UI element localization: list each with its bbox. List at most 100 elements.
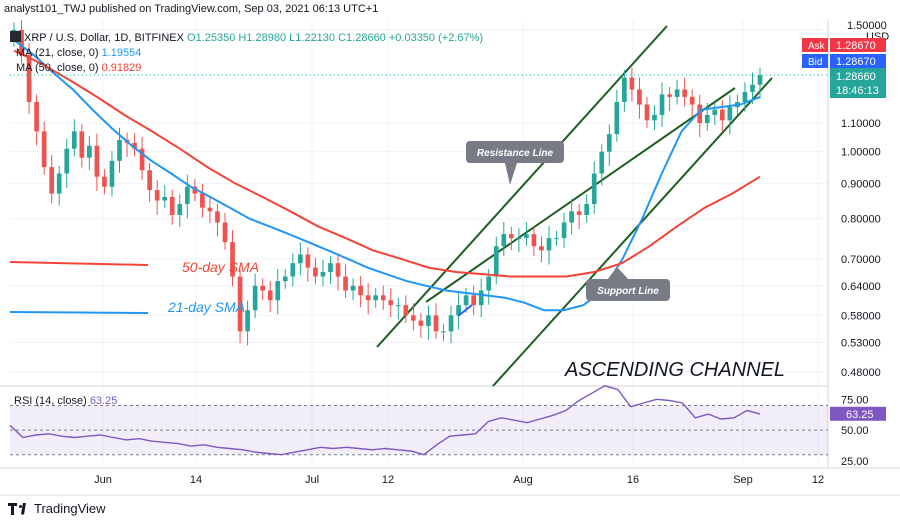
candle xyxy=(727,95,733,135)
candle-body xyxy=(524,234,529,239)
rsi-line xyxy=(9,385,761,456)
candle xyxy=(245,300,250,346)
candle xyxy=(411,303,416,331)
candle-body xyxy=(637,89,642,105)
candle xyxy=(750,72,755,104)
candle-body xyxy=(252,285,258,311)
candle xyxy=(373,287,379,308)
legend-value: 0.91829 xyxy=(102,62,142,74)
candle-body xyxy=(49,167,55,194)
legend-value: XRP / U.S. Dollar, 1D, BITFINEX xyxy=(24,32,187,44)
candle-body xyxy=(591,173,597,205)
time-tick-label: 14 xyxy=(190,474,202,486)
candle-body xyxy=(614,101,620,135)
legend-value: L1.22130 xyxy=(289,32,338,44)
candle xyxy=(448,305,454,344)
candle-body xyxy=(388,300,394,306)
legend-value: 1.19554 xyxy=(102,47,142,59)
candle-body xyxy=(433,315,439,332)
sma21-marker-line xyxy=(9,311,149,314)
candle-body xyxy=(411,315,416,321)
channel-middle-line xyxy=(425,87,736,303)
candle xyxy=(403,295,409,323)
candle-body xyxy=(335,263,341,277)
candle-body xyxy=(644,104,650,121)
candle xyxy=(576,203,582,230)
candle-body xyxy=(697,104,703,124)
candle xyxy=(41,121,47,175)
candle xyxy=(102,169,107,195)
last-price-tag[interactable] xyxy=(830,68,886,98)
candle-body xyxy=(742,91,748,102)
time-tick-label: 12 xyxy=(812,474,824,486)
candle-body xyxy=(493,246,499,277)
candle-body xyxy=(343,276,348,291)
candle xyxy=(275,269,281,315)
rsi-value-tag-label: 63.25 xyxy=(846,409,874,421)
candle xyxy=(200,183,205,218)
candle xyxy=(320,259,326,287)
candle-body xyxy=(275,281,281,301)
candle-body xyxy=(373,295,379,301)
candle-body xyxy=(569,211,574,223)
candle xyxy=(554,230,559,246)
candle-body xyxy=(320,272,326,277)
price-axis[interactable]: 1.10000 1.00000 0.90000 0.80000 0.70000 0.640… xyxy=(10,20,889,379)
candle xyxy=(388,288,394,318)
candle-body xyxy=(245,310,250,332)
sma21-label: 21-day SMA xyxy=(167,299,245,315)
candle-body xyxy=(305,254,311,268)
support-callout-pointer xyxy=(607,267,629,280)
candle-body xyxy=(403,305,409,316)
candle-body xyxy=(561,222,567,239)
candle-body xyxy=(215,211,220,223)
candle-body xyxy=(282,276,288,282)
candle-body xyxy=(629,77,635,90)
candle-body xyxy=(94,145,100,177)
legend-value: H1.28980 xyxy=(238,32,289,44)
candle xyxy=(546,226,552,265)
candle xyxy=(501,222,507,257)
candle xyxy=(305,247,311,282)
bid-tag[interactable] xyxy=(802,54,828,68)
candle xyxy=(599,144,605,186)
candle-body xyxy=(169,196,175,215)
legend-ma50-row: MA (50, close, 0) 0.91829 xyxy=(16,62,141,74)
candle-body xyxy=(64,148,70,174)
candle-body xyxy=(652,114,657,121)
time-tick-label: Jul xyxy=(305,474,319,486)
candle-body xyxy=(313,267,318,277)
time-tick-label: Sep xyxy=(733,474,753,486)
candle-body xyxy=(727,107,733,121)
main-pane-bg xyxy=(0,20,828,385)
candle-body xyxy=(192,186,198,194)
candle-body xyxy=(34,101,39,132)
candle-body xyxy=(79,131,85,158)
time-tick-label: Aug xyxy=(513,474,533,486)
candle xyxy=(667,86,672,112)
rsi-value-tag[interactable] xyxy=(830,406,886,421)
ask-tag[interactable] xyxy=(802,38,828,52)
bid-value-tag[interactable] xyxy=(830,54,886,68)
tradingview-brand[interactable]: TradingView xyxy=(8,501,106,516)
candle xyxy=(260,278,266,301)
candle-body xyxy=(237,276,243,332)
rsi-tick-label: 75.00 xyxy=(841,394,869,406)
candle xyxy=(132,133,137,157)
candle xyxy=(471,285,476,315)
time-axis[interactable]: Jun 14 Jul 12 Aug 16 Sep 12 xyxy=(0,474,900,496)
candle xyxy=(682,77,687,107)
ask-value-tag[interactable] xyxy=(830,38,886,52)
legend-value: +0.03350 (+2.67%) xyxy=(389,32,483,44)
candle-body xyxy=(712,109,718,115)
candle xyxy=(478,278,484,318)
price-tick-label: 1.50000 xyxy=(847,20,887,32)
ask-label: Ask xyxy=(808,41,826,52)
candle xyxy=(230,230,235,287)
candle-body xyxy=(328,263,333,273)
candle-body xyxy=(200,193,205,208)
legend-value: MA (50, close, 0) xyxy=(16,62,102,74)
channel-upper-line xyxy=(376,25,668,348)
candle-body xyxy=(380,295,386,301)
